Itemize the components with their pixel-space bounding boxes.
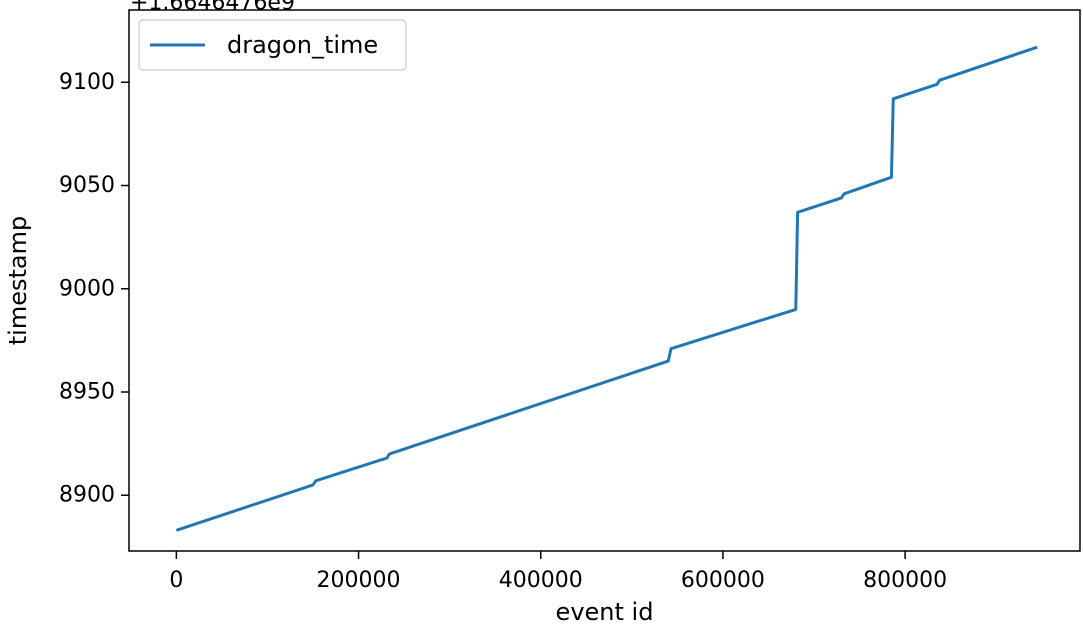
x-axis-label: event id [556,598,654,626]
y-axis-label: timestamp [4,216,32,345]
y-tick-label: 8950 [59,380,115,405]
y-axis: 8900 8950 9000 9050 9100 [59,70,129,508]
y-tick-label: 9050 [59,173,115,198]
x-tick-label: 200000 [317,568,401,593]
y-axis-offset-label: +1.6646476e9 [130,0,295,16]
legend: dragon_time [138,19,407,71]
plot-frame [128,9,1081,552]
x-tick-label: 0 [169,568,183,593]
y-tick-label: 8900 [59,483,115,508]
x-axis: 0 200000 400000 600000 800000 [169,551,947,593]
x-tick-label: 800000 [863,568,947,593]
x-tick-label: 600000 [681,568,765,593]
series-line-dragon-time [175,45,1038,532]
y-tick-label: 9100 [59,70,115,95]
legend-box [138,19,407,71]
x-tick-label: 400000 [499,568,583,593]
plot-area [175,45,1038,532]
y-tick-label: 9000 [59,276,115,301]
legend-label-dragon-time: dragon_time [227,31,378,59]
